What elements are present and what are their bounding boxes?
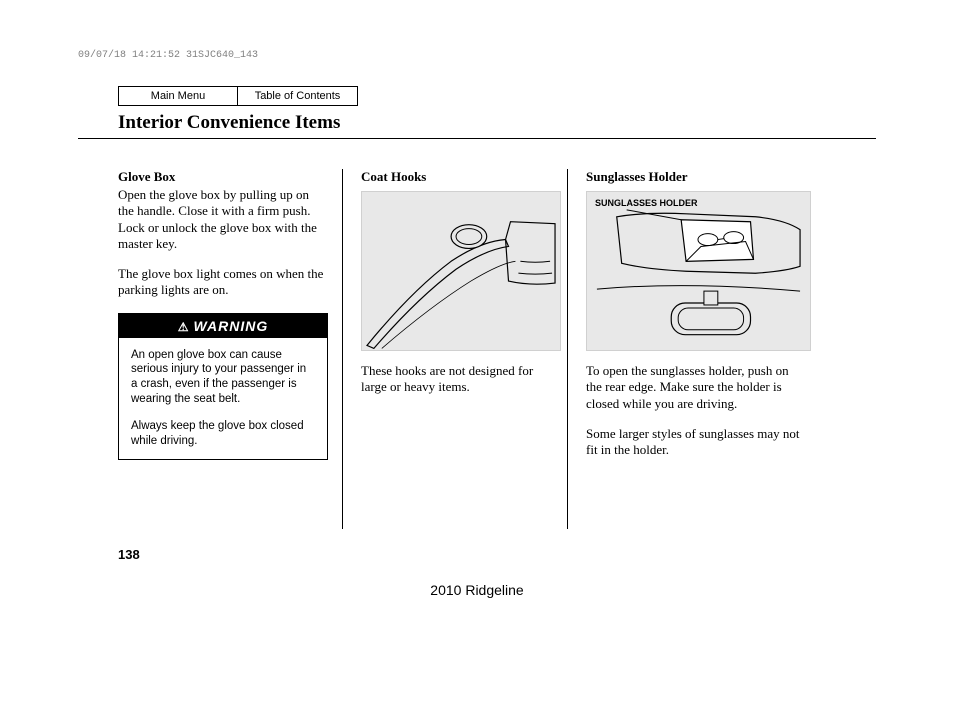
timestamp: 09/07/18 14:21:52 31SJC640_143 bbox=[78, 50, 876, 61]
column-sunglasses: Sunglasses Holder SUNGLASSES HOLDER bbox=[568, 169, 818, 529]
column-coat-hooks: Coat Hooks These hooks are not designed … bbox=[343, 169, 568, 529]
warning-p2: Always keep the glove box closed while d… bbox=[131, 419, 315, 449]
coat-hooks-heading: Coat Hooks bbox=[361, 169, 549, 185]
glove-box-para2: The glove box light comes on when the pa… bbox=[118, 266, 324, 299]
page: 09/07/18 14:21:52 31SJC640_143 Main Menu… bbox=[78, 50, 876, 598]
content-columns: Glove Box Open the glove box by pulling … bbox=[78, 169, 876, 529]
sunglasses-illustration bbox=[587, 192, 810, 351]
footer-model: 2010 Ridgeline bbox=[78, 582, 876, 598]
glove-box-heading: Glove Box bbox=[118, 169, 324, 185]
warning-header: WARNING bbox=[119, 314, 327, 338]
warning-p1: An open glove box can cause serious inju… bbox=[131, 348, 315, 408]
page-number: 138 bbox=[118, 547, 876, 562]
page-title: Interior Convenience Items bbox=[78, 112, 876, 139]
glove-box-para1: Open the glove box by pulling up on the … bbox=[118, 187, 324, 252]
sunglasses-para1: To open the sunglasses holder, push on t… bbox=[586, 363, 800, 412]
warning-box: WARNING An open glove box can cause seri… bbox=[118, 313, 328, 461]
column-glove-box: Glove Box Open the glove box by pulling … bbox=[118, 169, 343, 529]
toc-button[interactable]: Table of Contents bbox=[238, 86, 358, 106]
main-menu-button[interactable]: Main Menu bbox=[118, 86, 238, 106]
warning-body: An open glove box can cause serious inju… bbox=[119, 338, 327, 460]
nav-buttons: Main Menu Table of Contents bbox=[118, 86, 876, 106]
sunglasses-figure: SUNGLASSES HOLDER bbox=[586, 191, 811, 351]
coat-hooks-figure bbox=[361, 191, 561, 351]
sunglasses-heading: Sunglasses Holder bbox=[586, 169, 800, 185]
sunglasses-para2: Some larger styles of sunglasses may not… bbox=[586, 426, 800, 459]
coat-hooks-para1: These hooks are not designed for large o… bbox=[361, 363, 549, 396]
coat-hook-illustration bbox=[362, 192, 560, 350]
